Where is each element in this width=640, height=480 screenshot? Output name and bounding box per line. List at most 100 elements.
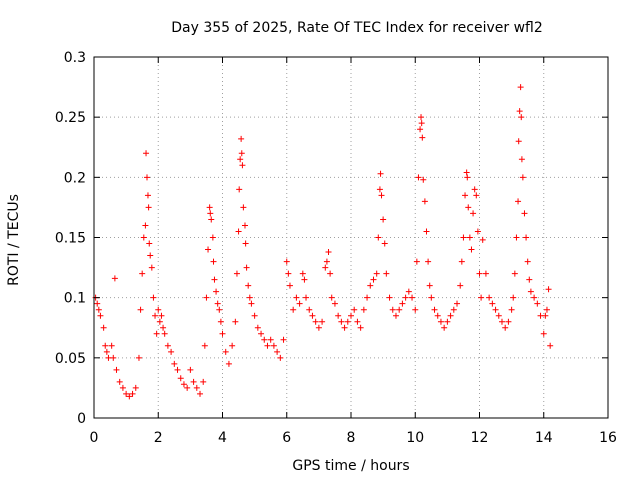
data-point xyxy=(319,318,326,325)
data-point xyxy=(420,176,427,183)
y-tick-label: 0.05 xyxy=(55,351,86,367)
data-point xyxy=(527,288,534,295)
data-point xyxy=(142,222,149,229)
data-point xyxy=(285,270,292,277)
data-point xyxy=(495,312,502,319)
y-tick-label: 0 xyxy=(77,411,86,427)
data-point xyxy=(152,312,159,319)
data-point xyxy=(145,204,152,211)
data-point xyxy=(364,294,371,301)
data-point xyxy=(280,336,287,343)
data-point xyxy=(531,294,538,301)
data-point xyxy=(301,276,308,283)
data-point xyxy=(457,282,464,289)
data-point xyxy=(428,294,435,301)
x-tick-label: 14 xyxy=(535,430,553,446)
x-tick-label: 2 xyxy=(154,430,163,446)
data-point xyxy=(518,156,525,163)
data-point xyxy=(540,330,547,337)
data-point xyxy=(543,306,550,313)
data-point xyxy=(217,318,224,325)
data-point xyxy=(201,342,208,349)
data-point xyxy=(306,306,313,313)
data-points xyxy=(92,84,554,400)
data-point xyxy=(193,384,200,391)
data-point xyxy=(464,174,471,181)
data-point xyxy=(132,384,139,391)
data-point xyxy=(254,324,261,331)
data-point xyxy=(248,300,255,307)
data-point xyxy=(373,270,380,277)
data-point xyxy=(264,342,271,349)
data-point xyxy=(473,192,480,199)
data-point xyxy=(511,270,518,277)
y-axis-label: ROTI / TECUs xyxy=(6,194,22,286)
y-tick-label: 0.25 xyxy=(55,110,86,126)
data-point xyxy=(542,312,549,319)
data-point xyxy=(378,192,385,199)
data-point xyxy=(290,306,297,313)
data-point xyxy=(210,258,217,265)
data-point xyxy=(498,318,505,325)
data-point xyxy=(190,378,197,385)
data-point xyxy=(447,312,454,319)
data-point xyxy=(229,342,236,349)
data-point xyxy=(341,324,348,331)
data-point xyxy=(236,186,243,193)
data-point xyxy=(389,306,396,313)
y-tick-label: 0.3 xyxy=(64,50,86,66)
data-point xyxy=(505,318,512,325)
data-point xyxy=(108,342,115,349)
data-point xyxy=(147,252,154,259)
data-point xyxy=(434,312,441,319)
data-point xyxy=(360,306,367,313)
data-point xyxy=(444,318,451,325)
data-point xyxy=(110,354,117,361)
data-point xyxy=(462,192,469,199)
data-point xyxy=(168,348,175,355)
data-point xyxy=(367,282,374,289)
data-point xyxy=(241,222,248,229)
data-point xyxy=(207,210,214,217)
data-point xyxy=(513,234,520,241)
data-point xyxy=(251,312,258,319)
data-point xyxy=(144,192,151,199)
data-point xyxy=(335,312,342,319)
data-point xyxy=(94,300,101,307)
data-point xyxy=(174,366,181,373)
data-point xyxy=(242,240,249,247)
data-point xyxy=(415,174,422,181)
data-point xyxy=(510,294,517,301)
data-point xyxy=(478,294,485,301)
data-point xyxy=(425,258,432,265)
data-point xyxy=(521,210,528,217)
data-point xyxy=(381,240,388,247)
data-point xyxy=(111,275,118,282)
data-point xyxy=(357,324,364,331)
data-point xyxy=(160,324,167,331)
data-point xyxy=(523,234,530,241)
data-point xyxy=(351,306,358,313)
data-point xyxy=(454,300,461,307)
data-point xyxy=(327,270,334,277)
data-point xyxy=(129,390,136,397)
data-point xyxy=(441,324,448,331)
data-point xyxy=(325,248,332,255)
y-tick-label: 0.15 xyxy=(55,231,86,247)
data-point xyxy=(315,324,322,331)
data-point xyxy=(426,282,433,289)
data-point xyxy=(243,264,250,271)
data-point xyxy=(508,306,515,313)
y-tick-label: 0.1 xyxy=(64,291,86,307)
data-point xyxy=(283,258,290,265)
data-point xyxy=(517,84,524,91)
x-tick-label: 0 xyxy=(90,430,99,446)
data-point xyxy=(240,204,247,211)
data-point xyxy=(492,306,499,313)
data-point xyxy=(293,294,300,301)
data-point xyxy=(303,294,310,301)
data-point xyxy=(239,162,246,169)
data-point xyxy=(402,294,409,301)
data-point xyxy=(375,234,382,241)
